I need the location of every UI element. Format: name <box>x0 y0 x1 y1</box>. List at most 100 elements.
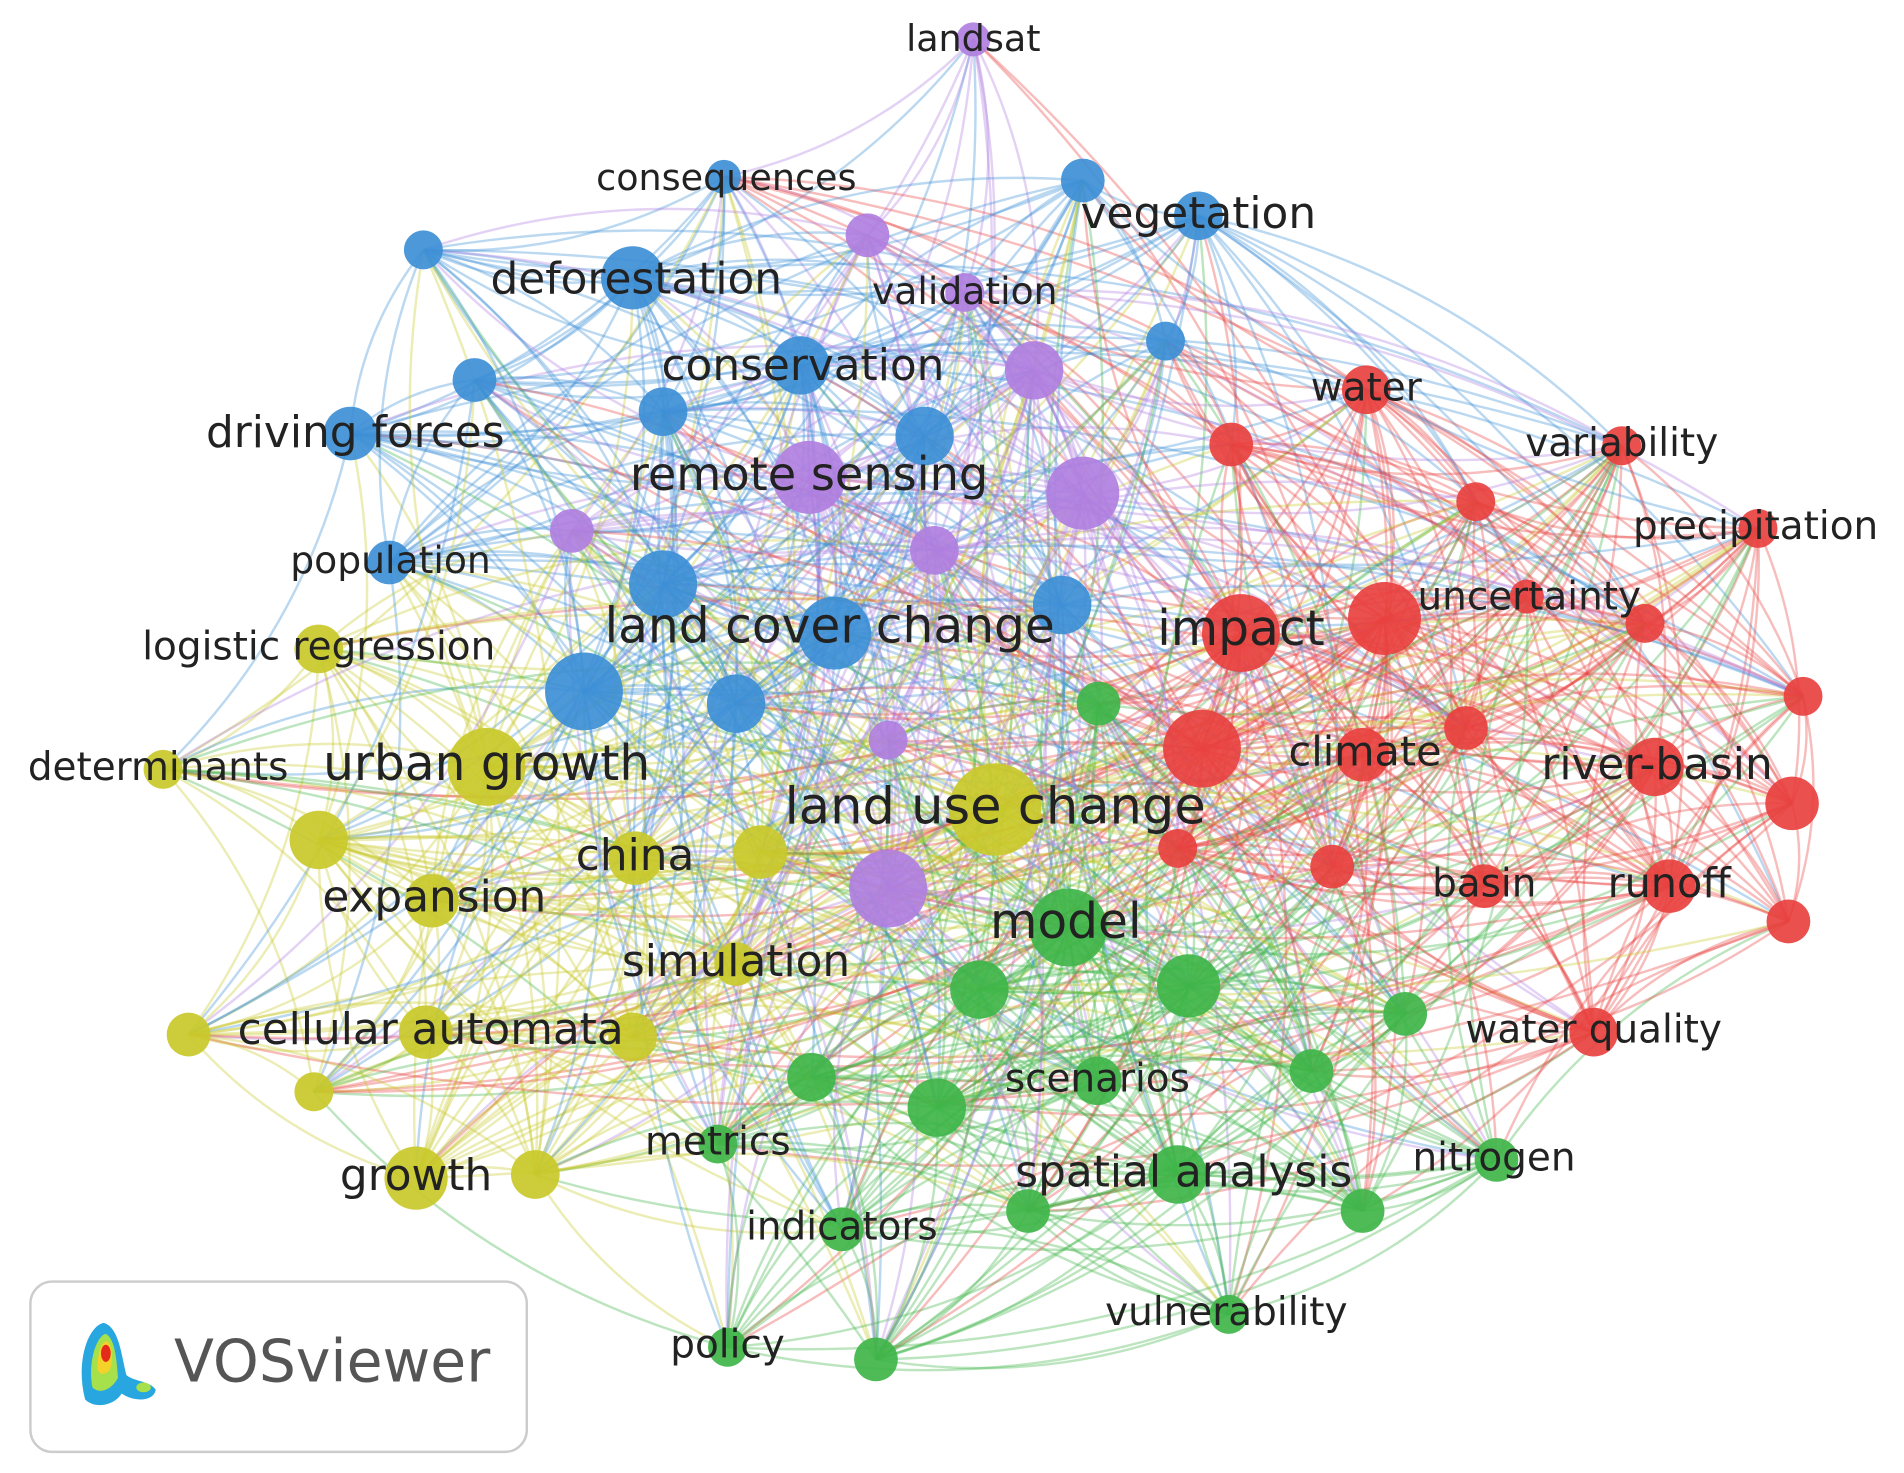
node <box>1444 706 1488 750</box>
edge <box>1201 747 1485 888</box>
edge <box>188 920 1789 1106</box>
edge <box>964 288 1623 447</box>
node <box>1163 709 1241 788</box>
edge <box>388 561 1099 1082</box>
edge <box>810 1076 879 1360</box>
edge <box>661 411 836 635</box>
edge <box>485 234 869 768</box>
edge <box>1201 747 1595 1034</box>
edge <box>425 1030 1029 1212</box>
edge <box>486 745 996 811</box>
edge <box>1756 527 1801 804</box>
edge <box>1231 443 1804 698</box>
node <box>1148 1145 1207 1204</box>
edge <box>1067 726 1467 929</box>
edge <box>162 661 1099 771</box>
edge <box>188 1001 633 1039</box>
edge <box>1240 444 1623 635</box>
edge <box>318 838 938 1109</box>
edge <box>886 739 1099 1082</box>
edge <box>1331 866 1377 1212</box>
edge <box>583 435 926 693</box>
edge <box>350 342 1623 447</box>
edge <box>317 648 434 901</box>
edge <box>415 963 737 1180</box>
edge <box>799 364 1070 928</box>
edge <box>415 857 637 1180</box>
edge <box>485 765 878 1360</box>
edge <box>485 410 664 768</box>
edge <box>799 364 936 551</box>
node <box>1289 1049 1334 1093</box>
edge <box>431 897 737 966</box>
edge <box>964 291 1671 887</box>
node <box>1006 1189 1050 1233</box>
edge <box>318 632 836 842</box>
node <box>384 1146 448 1210</box>
node <box>1602 426 1642 466</box>
edge <box>1067 926 1364 1212</box>
edge <box>1198 214 1623 447</box>
edge <box>317 648 537 1175</box>
edge <box>887 887 1030 1212</box>
edge <box>963 291 1064 606</box>
edge <box>1176 389 1368 850</box>
edge <box>726 445 1623 1349</box>
edge <box>888 617 1386 743</box>
edge <box>1230 443 1759 539</box>
edge <box>887 632 1242 890</box>
edge <box>759 604 1064 854</box>
edge <box>1033 369 1793 805</box>
edge <box>735 856 1333 966</box>
edge <box>318 444 1623 673</box>
node <box>323 406 378 461</box>
edge <box>1033 369 1367 408</box>
node <box>771 336 830 395</box>
edge <box>162 768 737 965</box>
edge <box>1097 703 1498 1161</box>
edge <box>1231 443 1646 625</box>
edge <box>430 702 737 902</box>
edge <box>1197 214 1468 729</box>
node <box>1335 727 1390 782</box>
edge <box>313 766 488 1093</box>
edge <box>350 432 664 586</box>
edge <box>632 444 1623 1039</box>
edge <box>1176 754 1364 1176</box>
node <box>714 942 758 986</box>
edge <box>634 811 1179 860</box>
edge <box>1230 443 1670 888</box>
edge <box>841 885 1486 1231</box>
edge <box>735 617 1386 966</box>
edge <box>1201 622 1646 750</box>
edge <box>875 1013 1407 1361</box>
edge <box>431 899 813 1079</box>
edge <box>875 1173 1179 1361</box>
edge <box>317 529 572 650</box>
edge <box>318 340 1167 842</box>
edge <box>1332 802 1793 879</box>
edge <box>662 583 938 1108</box>
edge <box>318 539 935 650</box>
edge <box>1027 866 1334 1213</box>
edge <box>583 690 1069 929</box>
edge <box>735 962 1179 1176</box>
node-label: vegetation <box>1081 188 1316 239</box>
edge <box>935 1106 1230 1316</box>
edge <box>1197 215 1486 887</box>
edge <box>1201 444 1623 750</box>
node-label: water <box>1311 365 1422 410</box>
edge <box>425 885 1670 1068</box>
edge <box>800 364 1064 606</box>
edge <box>978 988 1179 1176</box>
edge <box>1177 765 1656 857</box>
edge <box>350 430 1063 607</box>
edge <box>716 549 936 1145</box>
edge <box>583 340 1167 693</box>
edge <box>313 962 737 1093</box>
edge <box>875 445 1623 1361</box>
edge <box>1483 801 1793 888</box>
node <box>945 272 985 312</box>
edge <box>663 583 1203 750</box>
edge <box>534 808 997 1176</box>
